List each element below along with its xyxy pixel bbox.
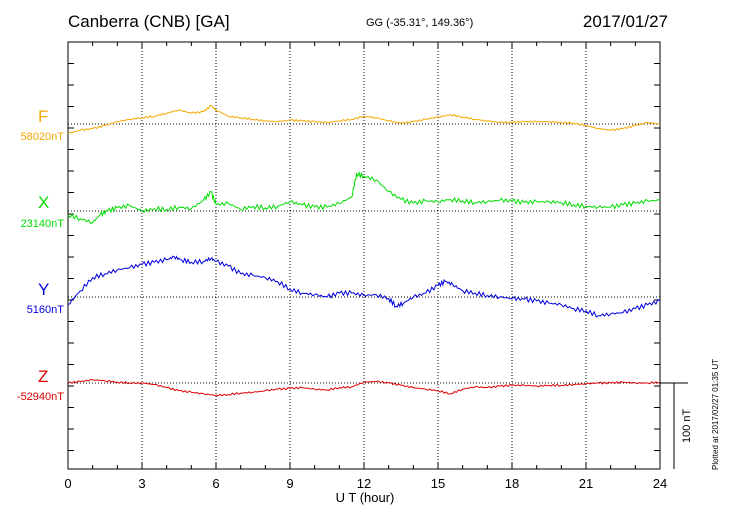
- x-tick-label: 18: [505, 476, 519, 491]
- x-tick-label: 24: [653, 476, 667, 491]
- axis-ticks: [67, 42, 661, 469]
- series-baseline-z: -52940nT: [16, 391, 64, 403]
- series-lines: [67, 104, 661, 397]
- x-tick-label: 6: [212, 476, 219, 491]
- x-tick-label: 12: [357, 476, 371, 491]
- series-name-y: Y: [38, 280, 50, 299]
- scale-bar-label: 100 nT: [681, 408, 693, 443]
- record-date: 2017/01/27: [582, 12, 668, 31]
- x-tick-label: 15: [431, 476, 445, 491]
- series-baseline-x: 23140nT: [20, 218, 64, 230]
- vertical-gridlines: [141, 42, 587, 469]
- x-tick-label: 0: [64, 476, 71, 491]
- x-tick-labels: 0 3 6 9 12 15 18 21 24: [64, 476, 667, 491]
- series-baseline-y: 5160nT: [26, 304, 64, 316]
- x-tick-label: 21: [579, 476, 593, 491]
- series-line-x: [67, 170, 661, 225]
- x-axis-title: U T (hour): [335, 490, 395, 505]
- series-line-f: [67, 104, 661, 134]
- series-line-y: [67, 255, 661, 318]
- geographic-coordinates: GG (-35.31°, 149.36°): [366, 17, 474, 29]
- series-name-f: F: [38, 107, 49, 126]
- series-name-x: X: [38, 193, 50, 212]
- scale-bar: [660, 382, 688, 469]
- series-name-z: Z: [38, 367, 49, 386]
- x-tick-label: 3: [138, 476, 145, 491]
- series-baseline-f: 58020nT: [20, 131, 64, 143]
- x-tick-label: 9: [286, 476, 293, 491]
- plotted-timestamp: Plotted at 2017/02/27 01:35 UT: [711, 358, 720, 470]
- series-line-z: [67, 378, 661, 397]
- station-title: Canberra (CNB) [GA]: [68, 12, 230, 31]
